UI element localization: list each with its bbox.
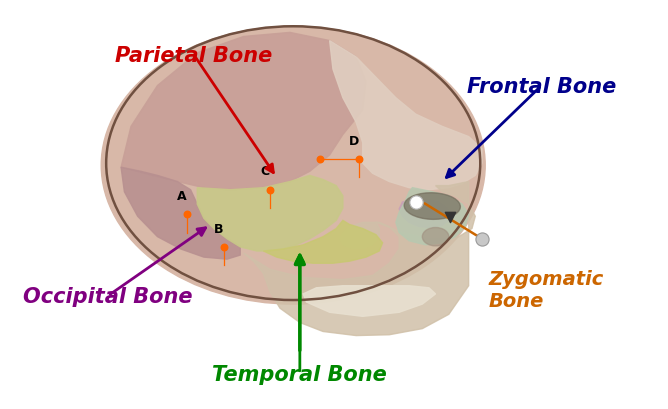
Text: D: D <box>349 135 359 147</box>
Text: Parietal Bone: Parietal Bone <box>116 46 273 66</box>
Polygon shape <box>197 176 343 252</box>
Polygon shape <box>121 33 366 190</box>
Point <box>445 215 456 221</box>
Polygon shape <box>396 188 469 245</box>
Point <box>265 187 275 193</box>
Point <box>410 199 421 206</box>
Text: A: A <box>177 189 187 202</box>
Text: Zygomatic
Bone: Zygomatic Bone <box>488 270 604 310</box>
Polygon shape <box>244 182 476 336</box>
Text: C: C <box>260 165 269 178</box>
Point <box>315 156 325 163</box>
Polygon shape <box>399 200 450 228</box>
Polygon shape <box>303 286 436 317</box>
Text: Occipital Bone: Occipital Bone <box>23 286 192 306</box>
Point <box>476 236 487 243</box>
Point <box>218 244 229 251</box>
Point <box>182 211 192 218</box>
Polygon shape <box>329 41 482 190</box>
Text: Temporal Bone: Temporal Bone <box>212 364 387 384</box>
Polygon shape <box>263 221 383 264</box>
Text: Frontal Bone: Frontal Bone <box>467 76 616 96</box>
Ellipse shape <box>404 193 460 220</box>
Ellipse shape <box>102 27 485 304</box>
Text: B: B <box>214 222 223 235</box>
Polygon shape <box>121 168 240 260</box>
Ellipse shape <box>422 228 449 246</box>
Point <box>354 156 365 163</box>
